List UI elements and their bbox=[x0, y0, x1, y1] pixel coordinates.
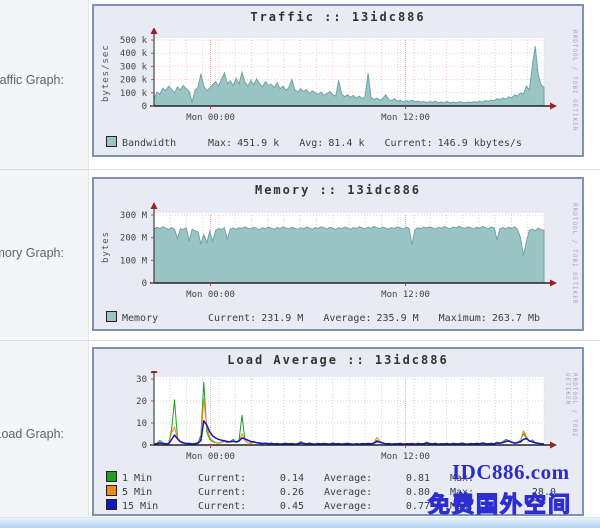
svg-text:20: 20 bbox=[136, 397, 147, 407]
svg-text:Mon 00:00: Mon 00:00 bbox=[186, 113, 235, 123]
memory-graph-title: Memory :: 13idc886 bbox=[254, 183, 422, 197]
bandwidth-swatch bbox=[106, 136, 117, 147]
rrdtool-credit-text: RRDTOOL / TOBI OETIKER bbox=[564, 373, 578, 438]
svg-text:400 k: 400 k bbox=[120, 49, 148, 59]
traffic-chart: 0 100 k 200 k 300 k 400 k 500 k Mon 00:00 Mon 1… bbox=[120, 28, 557, 123]
memory-maximum-stat: Maximum: 263.7 Mb bbox=[438, 313, 540, 324]
svg-text:0: 0 bbox=[142, 279, 147, 289]
svg-text:30: 30 bbox=[136, 375, 147, 385]
svg-text:200 k: 200 k bbox=[120, 76, 148, 86]
traffic-legend: Bandwidth Max: 451.9 k Avg: 81.4 k Current: 14… bbox=[98, 136, 578, 150]
svg-text:200 M: 200 M bbox=[120, 234, 148, 244]
traffic-graph-panel[interactable]: Traffic :: 13idc886 bytes/sec 0 100 k 200 … bbox=[92, 4, 584, 157]
bandwidth-legend-label: Bandwidth bbox=[122, 138, 177, 149]
row-divider bbox=[0, 340, 600, 341]
footer-band bbox=[0, 517, 600, 528]
load-1min-swatch bbox=[106, 471, 117, 482]
memory-graph-panel[interactable]: Memory :: 13idc886 bytes 0 100 M 200 M 300 … bbox=[92, 177, 584, 331]
svg-text:300 k: 300 k bbox=[120, 62, 148, 72]
svg-text:Mon 00:00: Mon 00:00 bbox=[186, 290, 235, 300]
memory-graph-row-label: Memory Graph: bbox=[0, 246, 64, 260]
load-graph-title: Load Average :: 13idc886 bbox=[227, 353, 449, 367]
memory-swatch bbox=[106, 311, 117, 322]
row-divider bbox=[0, 169, 600, 170]
load-graph-row-label: Load Graph: bbox=[0, 427, 64, 441]
load-legend-row-15min: 15 Min Current: 0.45 Average: 0.77 Max: bbox=[98, 499, 578, 513]
rrdtool-credit-text: RRDTOOL / TOBI OETIKER bbox=[571, 30, 578, 132]
load-chart: 0 10 20 30 Mon 00:00 Mon 12:00 bbox=[136, 371, 557, 462]
load-legend-row-1min: 1 Min Current: 0.14 Average: 0.81 Max: bbox=[98, 471, 578, 485]
svg-text:10: 10 bbox=[136, 419, 147, 429]
traffic-graph-row-label: Traffic Graph: bbox=[0, 73, 64, 87]
traffic-max-stat: Max: 451.9 k bbox=[208, 138, 280, 149]
memory-current-stat: Current: 231.9 M bbox=[208, 313, 304, 324]
rrdtool-credit-text: RRDTOOL / TOBI OETIKER bbox=[571, 203, 578, 305]
memory-legend-label: Memory bbox=[122, 313, 159, 324]
label-column: Traffic Graph: Memory Graph: Load Graph: bbox=[0, 0, 89, 517]
memory-y-axis-label: bytes bbox=[101, 230, 111, 264]
svg-text:Mon 12:00: Mon 12:00 bbox=[381, 452, 430, 462]
svg-text:300 M: 300 M bbox=[120, 211, 148, 221]
svg-text:Mon 12:00: Mon 12:00 bbox=[381, 113, 430, 123]
memory-legend: Memory Current: 231.9 M Average: 235.9 M Maxi… bbox=[98, 311, 578, 325]
load-15min-swatch bbox=[106, 499, 117, 510]
traffic-current-stat: Current: 146.9 kbytes/s bbox=[384, 138, 522, 149]
traffic-graph-title: Traffic :: 13idc886 bbox=[250, 10, 426, 24]
load-legend-row-5min: 5 Min Current: 0.26 Average: 0.80 Max: 28.0 bbox=[98, 485, 578, 499]
svg-text:500 k: 500 k bbox=[120, 36, 148, 46]
memory-chart: 0 100 M 200 M 300 M Mon 00:00 Mon 12:00 bbox=[120, 202, 557, 300]
traffic-avg-stat: Avg: 81.4 k bbox=[299, 138, 365, 149]
svg-text:0: 0 bbox=[142, 102, 147, 112]
traffic-y-axis-label: bytes/sec bbox=[101, 44, 111, 102]
memory-average-stat: Average: 235.9 M bbox=[323, 313, 419, 324]
svg-text:Mon 12:00: Mon 12:00 bbox=[381, 290, 430, 300]
load-5min-swatch bbox=[106, 485, 117, 496]
svg-text:100 M: 100 M bbox=[120, 256, 148, 266]
svg-text:0: 0 bbox=[142, 441, 147, 451]
svg-text:Mon 00:00: Mon 00:00 bbox=[186, 452, 235, 462]
svg-text:100 k: 100 k bbox=[120, 89, 148, 99]
